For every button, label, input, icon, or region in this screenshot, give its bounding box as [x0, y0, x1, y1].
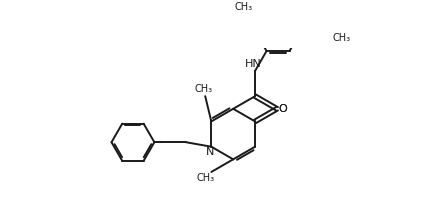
Text: CH₃: CH₃ [235, 2, 253, 12]
Text: HN: HN [245, 59, 262, 69]
Text: CH₃: CH₃ [333, 33, 351, 43]
Text: O: O [279, 104, 287, 114]
Text: O: O [279, 104, 287, 114]
Text: N: N [206, 147, 214, 157]
Text: CH₃: CH₃ [195, 84, 213, 94]
Text: CH₃: CH₃ [196, 173, 214, 183]
